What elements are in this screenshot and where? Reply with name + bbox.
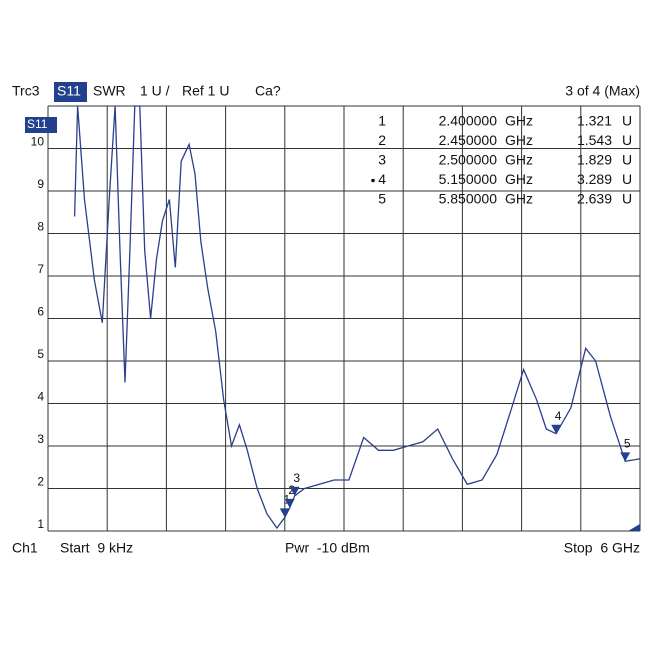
marker-value-unit: U bbox=[622, 152, 632, 168]
y-tick-label: 4 bbox=[37, 390, 44, 404]
y-tick-label: 5 bbox=[37, 347, 44, 361]
marker-id: 2 bbox=[378, 132, 386, 148]
marker-value-unit: U bbox=[622, 113, 632, 129]
marker-value-unit: U bbox=[622, 191, 632, 207]
marker-triangle bbox=[551, 424, 562, 434]
marker-value: 2.639 bbox=[577, 191, 612, 207]
trace-line bbox=[73, 105, 641, 530]
y-tick-label: 1 bbox=[37, 517, 44, 531]
trace-label: S11 bbox=[27, 117, 48, 131]
marker-id: 1 bbox=[378, 113, 386, 129]
plot-area: 12345678910S1112.400000GHz1.321U122.4500… bbox=[25, 105, 641, 532]
marker-frequency: 2.500000 bbox=[439, 152, 498, 168]
marker-number: 5 bbox=[624, 437, 631, 451]
marker-value: 3.289 bbox=[577, 171, 612, 187]
format: SWR bbox=[93, 83, 126, 99]
marker-triangle bbox=[284, 498, 295, 508]
marker-status: 3 of 4 (Max) bbox=[565, 83, 640, 99]
marker-id: 4 bbox=[378, 171, 386, 187]
stop: Stop 6 GHz bbox=[564, 540, 640, 556]
parameter: S11 bbox=[57, 83, 81, 99]
active-marker-dot bbox=[371, 178, 375, 183]
y-tick-label: 3 bbox=[37, 432, 44, 446]
marker-value: 1.829 bbox=[577, 152, 612, 168]
marker-frequency-unit: GHz bbox=[505, 152, 533, 168]
y-tick-label: 2 bbox=[37, 475, 44, 489]
marker-frequency: 5.850000 bbox=[439, 191, 498, 207]
marker-id: 5 bbox=[378, 191, 386, 207]
marker-frequency-unit: GHz bbox=[505, 113, 533, 129]
power: Pwr -10 dBm bbox=[285, 540, 370, 556]
trace-label-box bbox=[25, 117, 57, 133]
parameter-box bbox=[54, 82, 87, 102]
marker-frequency: 5.150000 bbox=[439, 171, 498, 187]
marker-number: 3 bbox=[293, 471, 300, 485]
y-tick-label: 8 bbox=[37, 220, 44, 234]
marker-value-unit: U bbox=[622, 171, 632, 187]
marker-frequency-unit: GHz bbox=[505, 171, 533, 187]
marker-number: 4 bbox=[555, 409, 562, 423]
y-tick-label: 9 bbox=[37, 177, 44, 191]
marker-triangle bbox=[289, 486, 300, 496]
marker-value: 1.543 bbox=[577, 132, 612, 148]
marker-frequency: 2.400000 bbox=[439, 113, 498, 129]
start: Start 9 kHz bbox=[60, 540, 133, 556]
marker-triangle bbox=[620, 452, 631, 462]
y-tick-label: 6 bbox=[37, 305, 44, 319]
y-tick-label: 10 bbox=[31, 135, 45, 149]
y-tick-label: 7 bbox=[37, 262, 44, 276]
marker-frequency-unit: GHz bbox=[505, 132, 533, 148]
marker-id: 3 bbox=[378, 152, 386, 168]
calibration: Ca? bbox=[255, 83, 281, 99]
marker-frequency-unit: GHz bbox=[505, 191, 533, 207]
channel: Ch1 bbox=[12, 540, 38, 556]
marker-frequency: 2.450000 bbox=[439, 132, 498, 148]
scale: 1 U / bbox=[140, 83, 170, 99]
marker-value: 1.321 bbox=[577, 113, 612, 129]
overflow-indicator bbox=[628, 524, 640, 531]
reference: Ref 1 U bbox=[182, 83, 229, 99]
trace-name: Trc3 bbox=[12, 83, 40, 99]
marker-value-unit: U bbox=[622, 132, 632, 148]
marker-triangle bbox=[279, 508, 290, 518]
